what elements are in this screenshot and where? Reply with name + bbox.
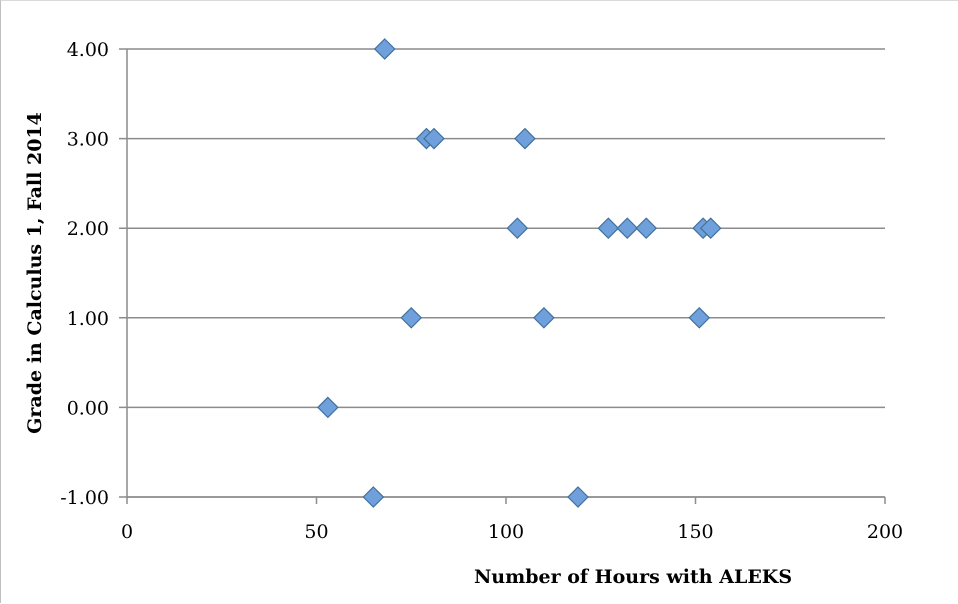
data-point [423, 127, 445, 150]
y-tick-label: -1.00 [60, 487, 109, 509]
data-point [506, 217, 529, 240]
data-point [699, 217, 722, 240]
data-point [514, 127, 536, 150]
y-tick-label: 4.00 [67, 39, 109, 61]
axes [126, 49, 886, 504]
gridlines [119, 48, 885, 498]
x-axis-title: Number of Hours with ALEKS [474, 566, 792, 588]
data-point [597, 217, 620, 240]
x-tick-label: 0 [121, 521, 133, 543]
x-tick-label: 50 [304, 521, 328, 543]
x-tick-label: 200 [867, 521, 903, 543]
y-tick-label: 0.00 [67, 397, 109, 419]
data-point [362, 486, 385, 508]
data-point [373, 38, 396, 60]
y-axis-title: Grade in Calculus 1, Fall 2014 [24, 112, 46, 434]
data-point [533, 306, 555, 329]
x-tick-label: 100 [488, 521, 524, 543]
data-point [400, 306, 423, 329]
data-point [616, 217, 639, 240]
y-tick-label: 2.00 [67, 218, 109, 240]
data-point [635, 217, 658, 240]
x-tick-label: 150 [677, 521, 713, 543]
y-tick-label: 1.00 [67, 308, 109, 330]
y-tick-labels: -1.00 0.00 1.00 2.00 3.00 4.00 [60, 39, 109, 509]
data-point [688, 306, 711, 329]
x-tick-labels: 0 50 100 150 200 [121, 521, 903, 543]
data-points [317, 38, 722, 508]
y-tick-label: 3.00 [67, 129, 109, 151]
data-point [317, 396, 339, 419]
data-point [567, 486, 589, 508]
